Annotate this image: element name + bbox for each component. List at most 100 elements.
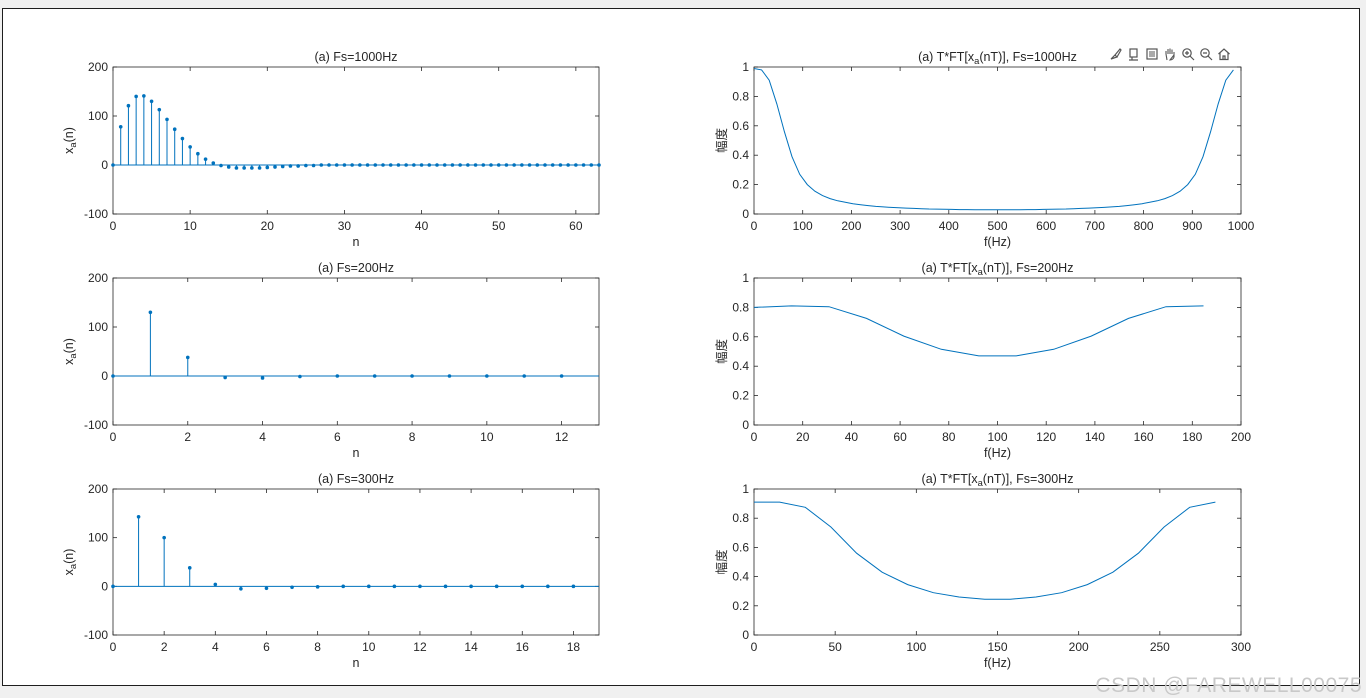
x-tick-label: 200 bbox=[1069, 640, 1089, 654]
zoom-out-icon[interactable] bbox=[1198, 46, 1214, 62]
data-tips-icon[interactable] bbox=[1126, 46, 1142, 62]
y-tick-label: -100 bbox=[84, 628, 108, 642]
brush-icon[interactable] bbox=[1108, 46, 1124, 62]
x-axis-label: n bbox=[353, 235, 360, 249]
stem-marker bbox=[203, 157, 208, 161]
stem-marker bbox=[341, 584, 346, 589]
y-axis-label: xa(n) bbox=[62, 338, 78, 365]
stem-marker bbox=[126, 103, 131, 108]
y-tick-label: -100 bbox=[84, 418, 108, 432]
stem-marker bbox=[142, 94, 146, 98]
stem-marker bbox=[273, 165, 277, 169]
y-tick-label: 200 bbox=[88, 271, 108, 285]
x-tick-label: 10 bbox=[183, 219, 197, 233]
x-tick-label: 200 bbox=[1231, 430, 1251, 444]
stem-marker bbox=[180, 136, 185, 141]
stem-marker bbox=[219, 163, 223, 168]
x-axis-label: f(Hz) bbox=[984, 656, 1011, 670]
stem-marker bbox=[481, 163, 486, 167]
stem-marker bbox=[396, 163, 401, 167]
x-tick-label: 12 bbox=[555, 430, 569, 444]
stem-marker bbox=[559, 374, 564, 378]
x-tick-label: 50 bbox=[492, 219, 506, 233]
stem-marker bbox=[311, 163, 316, 168]
stem-marker bbox=[450, 163, 455, 167]
stem-marker bbox=[172, 127, 177, 132]
y-tick-label: 0.2 bbox=[732, 599, 749, 613]
stem-marker bbox=[257, 166, 262, 170]
restore-view-icon[interactable] bbox=[1144, 46, 1160, 62]
x-tick-label: 800 bbox=[1134, 219, 1154, 233]
x-tick-label: 30 bbox=[338, 219, 352, 233]
chart-title: (a) Fs=300Hz bbox=[318, 472, 394, 486]
x-tick-label: 6 bbox=[334, 430, 341, 444]
zoom-in-icon[interactable] bbox=[1180, 46, 1196, 62]
y-axis-label: xa(n) bbox=[62, 549, 78, 576]
stem-marker bbox=[550, 163, 555, 167]
stem-marker bbox=[527, 163, 532, 167]
y-tick-label: 0 bbox=[101, 369, 108, 383]
stem-marker bbox=[365, 163, 370, 167]
home-icon[interactable] bbox=[1216, 46, 1232, 62]
y-tick-label: 0 bbox=[742, 418, 749, 432]
x-tick-label: 700 bbox=[1085, 219, 1105, 233]
pan-icon[interactable] bbox=[1162, 46, 1178, 62]
chart-title: (a) T*FT[xa(nT)], Fs=300Hz bbox=[922, 472, 1074, 488]
x-tick-label: 100 bbox=[987, 430, 1007, 444]
x-tick-label: 60 bbox=[569, 219, 583, 233]
x-tick-label: 160 bbox=[1134, 430, 1154, 444]
x-tick-label: 0 bbox=[110, 640, 117, 654]
stem-marker bbox=[466, 163, 470, 167]
stem-marker bbox=[342, 163, 347, 167]
stem-marker bbox=[111, 374, 115, 378]
chart-title: (a) T*FT[xa(nT)], Fs=200Hz bbox=[922, 261, 1074, 277]
stem-marker bbox=[148, 310, 153, 315]
stem-marker bbox=[558, 163, 563, 167]
x-tick-label: 18 bbox=[567, 640, 581, 654]
stem-marker bbox=[149, 99, 154, 104]
stem-marker bbox=[296, 164, 300, 168]
x-tick-label: 20 bbox=[261, 219, 275, 233]
x-tick-label: 12 bbox=[413, 640, 427, 654]
stem-marker bbox=[213, 582, 218, 587]
x-tick-label: 8 bbox=[409, 430, 416, 444]
y-axis-label: 幅度 bbox=[714, 549, 729, 575]
stem-marker bbox=[350, 163, 354, 167]
stem-marker bbox=[535, 163, 540, 167]
x-tick-label: 14 bbox=[464, 640, 478, 654]
stem-marker bbox=[489, 163, 493, 167]
y-tick-label: 1 bbox=[742, 271, 749, 285]
stem-marker bbox=[373, 163, 378, 167]
watermark: CSDN @FAREWELL00075 bbox=[1095, 674, 1362, 697]
y-axis-label: 幅度 bbox=[714, 339, 729, 365]
stem-marker bbox=[366, 584, 371, 589]
axes-box bbox=[753, 66, 1242, 215]
stem-marker bbox=[504, 163, 509, 167]
stem-marker bbox=[381, 163, 385, 167]
x-tick-label: 50 bbox=[828, 640, 842, 654]
stem-marker bbox=[157, 107, 162, 112]
y-tick-label: 100 bbox=[88, 320, 108, 334]
stem-marker bbox=[443, 584, 448, 589]
axes-box bbox=[112, 66, 600, 215]
stem-marker bbox=[334, 163, 339, 167]
chart-title: (a) Fs=200Hz bbox=[318, 261, 394, 275]
stem-marker bbox=[288, 164, 293, 168]
stem-marker bbox=[196, 151, 200, 156]
x-tick-label: 140 bbox=[1085, 430, 1105, 444]
stem-marker bbox=[280, 164, 285, 169]
stem-marker bbox=[187, 566, 192, 570]
stem-marker bbox=[290, 585, 294, 590]
series-line bbox=[754, 501, 1216, 600]
subplot-line3: 0 50 100 150 200 250 300 0 0.2 0.4 0.6 0.8 1 (a) T*FT… bbox=[714, 472, 1251, 670]
y-tick-label: 200 bbox=[88, 482, 108, 496]
y-tick-label: 0.8 bbox=[732, 300, 749, 314]
y-tick-label: 100 bbox=[88, 531, 108, 545]
stem-marker bbox=[435, 163, 439, 167]
x-tick-label: 40 bbox=[415, 219, 429, 233]
y-tick-label: 0.6 bbox=[732, 540, 749, 554]
y-tick-label: 0.4 bbox=[732, 148, 749, 162]
x-tick-label: 6 bbox=[263, 640, 270, 654]
x-tick-label: 8 bbox=[314, 640, 321, 654]
